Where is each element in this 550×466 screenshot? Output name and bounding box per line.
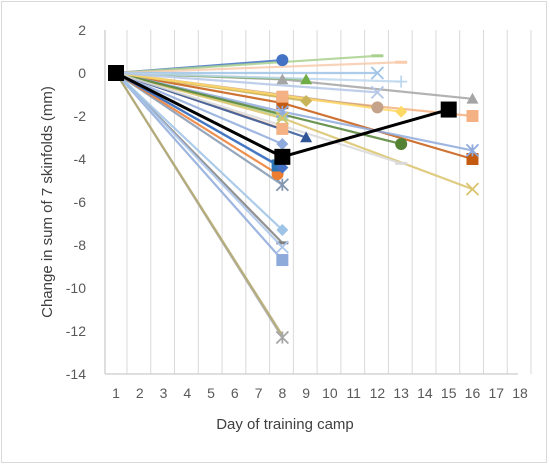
x-tick-label: 5 <box>207 385 215 401</box>
series-line <box>115 72 284 336</box>
data-point-diamond <box>300 94 313 107</box>
series-line <box>115 72 283 169</box>
y-tick-label: 0 <box>78 65 86 81</box>
series-line <box>115 72 284 231</box>
data-point-diamond <box>395 105 408 118</box>
data-point-circle <box>395 137 408 150</box>
y-tick-label: -8 <box>74 237 87 253</box>
data-point-asterisk <box>275 105 289 119</box>
data-point-circle <box>371 101 384 114</box>
x-axis-title: Day of training camp <box>216 416 354 433</box>
data-point-x <box>275 111 289 125</box>
data-point-diamond <box>276 223 289 236</box>
data-point-asterisk <box>275 330 289 345</box>
y-tick-label: -10 <box>66 280 86 296</box>
data-point-x <box>275 240 289 254</box>
series-markers <box>108 54 480 345</box>
series-line <box>115 71 402 146</box>
data-point-triangle <box>466 92 479 104</box>
series-line <box>115 72 284 248</box>
x-tick-label: 12 <box>370 385 386 401</box>
data-point-x <box>370 66 385 80</box>
data-point-square <box>108 65 124 81</box>
tick-labels: 20-2-4-6-8-10-12-141 2 3 4 5 6 7 8 9 10 11 12 13 14 15… <box>66 22 528 401</box>
data-point-circle <box>276 54 289 67</box>
series-line <box>115 71 402 165</box>
y-tick-label: 2 <box>78 22 86 38</box>
x-tick-label: 16 <box>465 385 481 401</box>
y-tick-label: -12 <box>66 323 86 339</box>
x-tick-label: 15 <box>441 385 457 401</box>
series-line <box>115 72 284 261</box>
x-tick-label: 14 <box>417 385 433 401</box>
x-tick-label: 13 <box>393 385 409 401</box>
data-point-square <box>276 254 289 267</box>
data-point-triangle <box>276 73 289 85</box>
data-point-diamond <box>276 137 289 150</box>
data-point-x <box>465 182 480 196</box>
x-tick-label: 10 <box>322 385 338 401</box>
x-tick-label: 8 <box>278 385 286 401</box>
y-axis-title: Change in sum of 7 skinfolds (mm) <box>39 86 56 318</box>
y-tick-label: -14 <box>66 366 86 382</box>
data-point-triangle <box>300 131 313 143</box>
series-line <box>115 54 378 75</box>
series-line <box>115 71 378 94</box>
axes <box>104 30 518 375</box>
x-tick-label: 1 <box>112 385 120 401</box>
series-line <box>115 72 279 175</box>
x-tick-label: 2 <box>136 385 144 401</box>
data-point-square <box>466 110 479 122</box>
y-tick-label: -4 <box>74 151 87 167</box>
series-line <box>115 71 473 152</box>
data-point-x <box>370 85 385 99</box>
data-point-asterisk <box>465 143 480 158</box>
x-tick-label: 11 <box>346 385 361 401</box>
series-line <box>115 71 402 83</box>
x-tick-label: 9 <box>302 385 310 401</box>
x-tick-label: 3 <box>160 385 168 401</box>
series-line <box>115 71 283 145</box>
data-point-square <box>440 101 457 118</box>
x-tick-label: 6 <box>231 385 239 401</box>
y-tick-label: -6 <box>74 194 87 210</box>
x-tick-label: 7 <box>255 385 263 401</box>
data-point-square <box>276 122 289 135</box>
data-point-plus <box>395 75 408 88</box>
x-tick-label: 17 <box>488 385 504 401</box>
data-point-asterisk <box>275 178 289 192</box>
series-lines <box>115 54 473 339</box>
x-tick-label: 18 <box>512 385 528 401</box>
series-line <box>115 71 402 113</box>
data-point-square <box>276 90 289 103</box>
x-tick-label: 4 <box>183 385 191 401</box>
series-line <box>115 61 402 75</box>
data-point-triangle <box>300 73 313 85</box>
data-point-square <box>274 148 291 165</box>
data-point-square <box>466 153 479 165</box>
y-tick-label: -2 <box>74 108 87 124</box>
